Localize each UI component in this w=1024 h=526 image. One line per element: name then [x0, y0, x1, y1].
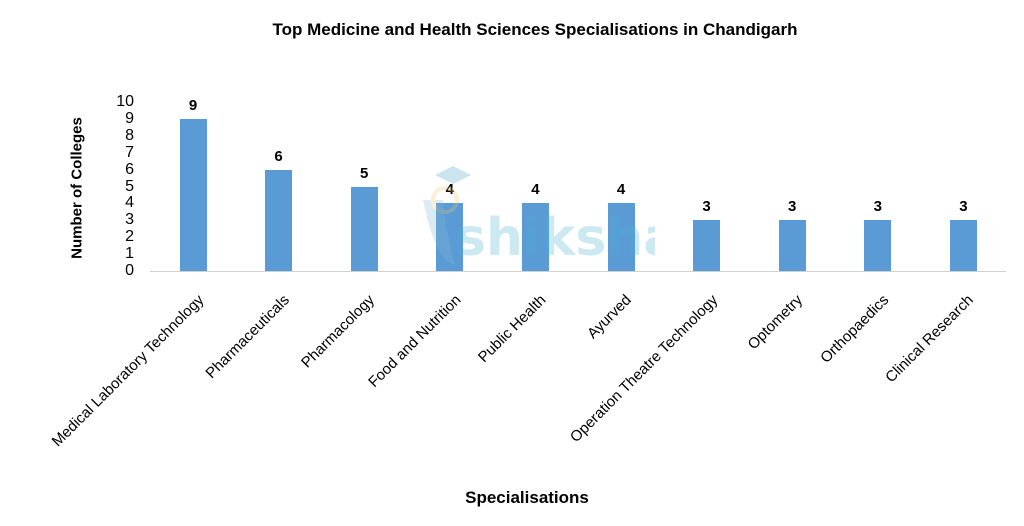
- x-tick-label: Optometry: [744, 291, 807, 354]
- x-tick-label: Pharmacology: [298, 291, 379, 372]
- bar: [179, 118, 207, 271]
- bar-value-label: 9: [188, 96, 198, 114]
- y-tick-label: 3: [125, 211, 134, 229]
- x-tick-label: Clinical Research: [882, 291, 978, 387]
- bar: [864, 220, 892, 271]
- bar-value-label: 3: [788, 198, 797, 216]
- y-tick-label: 0: [125, 262, 134, 279]
- bar: [693, 220, 721, 271]
- bar: [265, 169, 293, 271]
- x-tick-label: Pharmaceuticals: [202, 291, 293, 382]
- y-tick-label: 5: [125, 177, 134, 195]
- bar-value-label: 3: [959, 198, 968, 216]
- y-tick-label: 10: [116, 93, 134, 110]
- bar-value-label: 3: [702, 198, 711, 216]
- y-tick-label: 2: [125, 228, 134, 246]
- bar: [778, 220, 806, 271]
- y-tick-label: 1: [125, 245, 134, 263]
- bar-value-label: 6: [274, 147, 283, 165]
- x-tick-label: Public Health: [475, 291, 550, 367]
- bar: [350, 186, 378, 271]
- bar: [949, 220, 977, 271]
- y-tick-label: 8: [125, 126, 134, 144]
- x-tick-label: Medical Laboratory Technology: [48, 291, 208, 451]
- bar-value-label: 4: [445, 181, 454, 199]
- y-tick-label: 9: [125, 109, 134, 127]
- bar: [521, 203, 549, 271]
- bar-value-label: 4: [616, 181, 626, 199]
- y-tick-label: 4: [125, 194, 134, 212]
- bar-value-label: 4: [531, 181, 540, 199]
- bar: [436, 203, 464, 271]
- y-tick-label: 7: [125, 143, 134, 161]
- x-axis-label: Specialisations: [465, 488, 589, 507]
- x-tick-label: Operation Theatre Technology: [566, 291, 721, 446]
- y-tick-label: 6: [125, 160, 134, 178]
- x-tick-label: Orthopaedics: [816, 291, 893, 367]
- x-tick-label: Ayurved: [584, 291, 635, 343]
- chart-title: Top Medicine and Health Sciences Special…: [272, 20, 798, 39]
- x-axis-line: [150, 271, 1006, 272]
- bar-value-label: 5: [360, 164, 369, 182]
- x-tick-label: Food and Nutrition: [364, 291, 465, 391]
- bar-value-label: 3: [873, 198, 882, 216]
- y-axis-label: Number of Colleges: [68, 117, 86, 259]
- bar: [607, 203, 635, 271]
